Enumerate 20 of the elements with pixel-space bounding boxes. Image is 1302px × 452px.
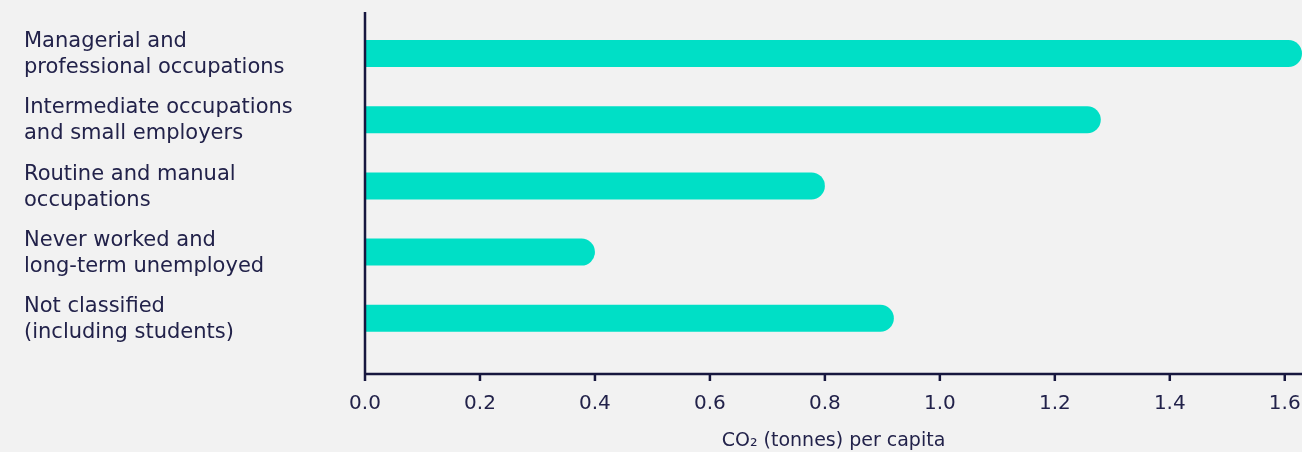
x-tick-label: 1.2 — [1038, 390, 1071, 415]
y-tick-label: Not classified (including students) — [24, 292, 234, 343]
y-tick-label: Managerial and professional occupations — [24, 28, 285, 79]
x-tick-label: 0.8 — [808, 390, 841, 415]
bar — [365, 172, 825, 200]
y-tick-label: Intermediate occupations and small employers — [24, 94, 293, 145]
x-tick-label: 0.0 — [349, 390, 381, 415]
bar — [365, 40, 1302, 67]
x-tick-label: 1.4 — [1153, 390, 1186, 415]
x-tick-label: 1.0 — [923, 390, 956, 415]
x-tick-label: 0.4 — [579, 390, 611, 415]
y-tick-label: Never worked and long-term unemployed — [24, 226, 265, 277]
x-axis-title: CO₂ (tonnes) per capita — [721, 428, 946, 450]
bar — [365, 106, 1101, 134]
bar — [365, 238, 595, 266]
y-tick-label: Routine and manual occupations — [24, 160, 236, 211]
x-tick-label: 0.2 — [464, 390, 496, 415]
x-tick-label: 1.6 — [1268, 390, 1301, 415]
x-tick-label: 0.6 — [694, 390, 726, 415]
bar — [365, 304, 894, 332]
